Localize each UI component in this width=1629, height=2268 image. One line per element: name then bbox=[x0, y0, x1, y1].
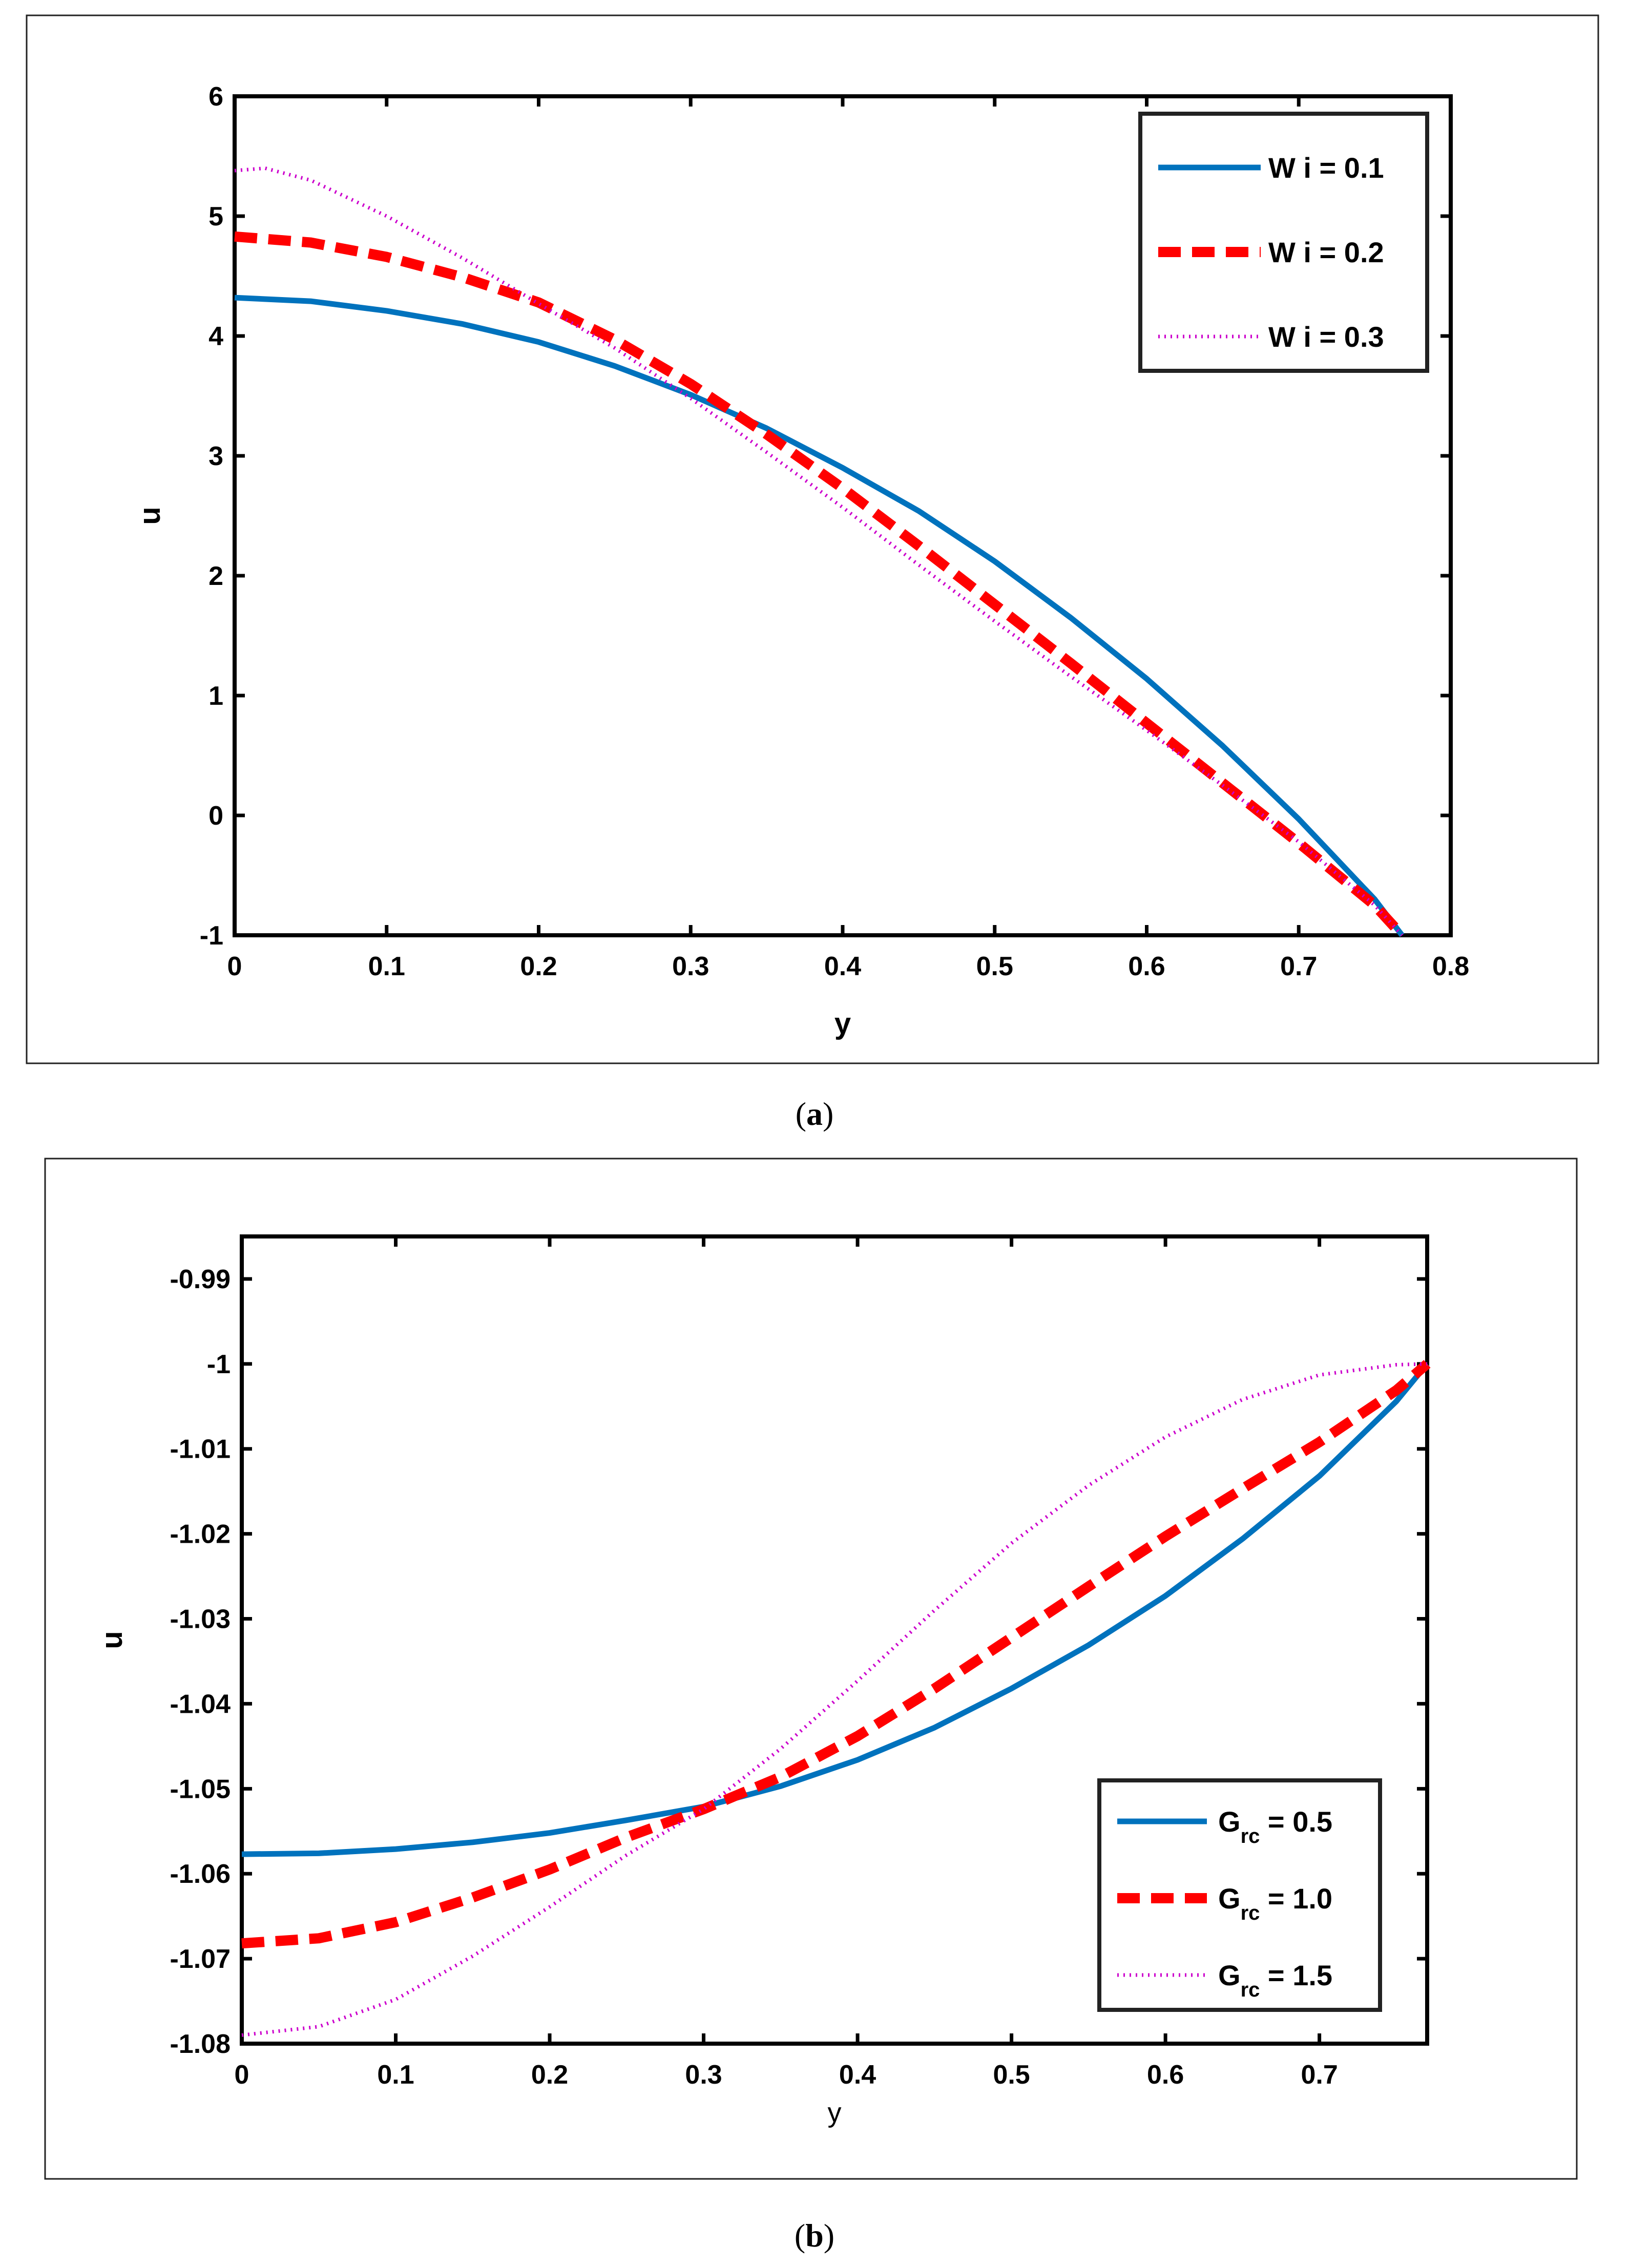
y-tick-label: 6 bbox=[208, 82, 223, 112]
legend: Grc = 0.5 Grc = 1.0 Grc = 1.5 bbox=[1097, 1778, 1382, 2012]
series-line-2 bbox=[234, 231, 1406, 939]
y-tick-label: -1 bbox=[200, 921, 223, 951]
y-tick-label: -0.99 bbox=[170, 1265, 231, 1294]
legend-label-1: W i = 0.1 bbox=[1268, 152, 1384, 184]
y-tick-label: 1 bbox=[208, 681, 223, 711]
x-tick-label: 0.2 bbox=[531, 2060, 568, 2090]
legend-label-3: Grc = 1.5 bbox=[1218, 1959, 1332, 2001]
y-tick-label: -1.03 bbox=[170, 1605, 231, 1634]
x-tick-label: 0.1 bbox=[368, 952, 405, 981]
y-tick-label: -1.07 bbox=[170, 1944, 231, 1974]
x-axis-label: y bbox=[828, 2097, 842, 2128]
x-tick-label: 0.7 bbox=[1301, 2060, 1338, 2090]
legend-label-1: Grc = 0.5 bbox=[1218, 1805, 1332, 1847]
y-tick-label: 2 bbox=[208, 561, 223, 591]
y-tick-label: 4 bbox=[208, 322, 223, 351]
y-tick-label: -1.06 bbox=[170, 1859, 231, 1889]
legend-label-3: W i = 0.3 bbox=[1268, 321, 1384, 353]
y-axis-label: u bbox=[133, 507, 166, 524]
series-line-3 bbox=[234, 166, 1404, 937]
y-tick-label: 5 bbox=[208, 202, 223, 232]
x-tick-label: 0.8 bbox=[1432, 952, 1469, 981]
x-tick-label: 0 bbox=[227, 952, 242, 981]
legend-label-2: W i = 0.2 bbox=[1268, 236, 1384, 268]
legend-box bbox=[1138, 112, 1429, 373]
caption-a: (a) bbox=[796, 1096, 834, 1132]
x-axis-label: y bbox=[834, 1007, 851, 1040]
y-tick-label: -1.04 bbox=[170, 1689, 231, 1719]
x-tick-label: 0.3 bbox=[685, 2060, 722, 2090]
y-tick-label: -1 bbox=[207, 1350, 231, 1379]
series-line-1 bbox=[234, 295, 1405, 937]
x-tick-label: 0.6 bbox=[1147, 2060, 1184, 2090]
x-tick-label: 0.4 bbox=[839, 2060, 876, 2090]
y-tick-label: -1.01 bbox=[170, 1435, 231, 1464]
x-tick-label: 0.2 bbox=[520, 952, 557, 981]
x-tick-label: 0.4 bbox=[824, 952, 861, 981]
x-tick-label: 0.5 bbox=[993, 2060, 1030, 2090]
series-line-1 bbox=[241, 1362, 1430, 1857]
chart-b: 0 0.1 0.2 0.3 0.4 0.5 0.6 0.7 -0.99 -1 -1.01 -1.02 -… bbox=[95, 1234, 1431, 2128]
x-tick-label: 0.6 bbox=[1128, 952, 1165, 981]
y-axis-label: u bbox=[95, 1631, 129, 1649]
y-tick-label: 3 bbox=[208, 442, 223, 471]
x-tick-label: 0.7 bbox=[1280, 952, 1317, 981]
x-tick-label: 0.3 bbox=[672, 952, 709, 981]
y-tick-label: -1.08 bbox=[170, 2029, 231, 2059]
x-tick-label: 0 bbox=[235, 2060, 249, 2090]
x-tick-label: 0.1 bbox=[377, 2060, 414, 2090]
caption-b: (b) bbox=[795, 2217, 834, 2254]
y-tick-label: 0 bbox=[208, 801, 223, 831]
legend: W i = 0.1 W i = 0.2 W i = 0.3 bbox=[1138, 112, 1429, 373]
y-tick-label: -1.05 bbox=[170, 1774, 231, 1804]
y-tick-label: -1.02 bbox=[170, 1520, 231, 1549]
x-tick-label: 0.5 bbox=[976, 952, 1013, 981]
legend-label-2: Grc = 1.0 bbox=[1218, 1882, 1332, 1924]
series-line-2 bbox=[241, 1360, 1431, 1949]
panel-b: 0 0.1 0.2 0.3 0.4 0.5 0.6 0.7 -0.99 -1 -1.01 -1.02 -… bbox=[44, 1158, 1578, 2254]
